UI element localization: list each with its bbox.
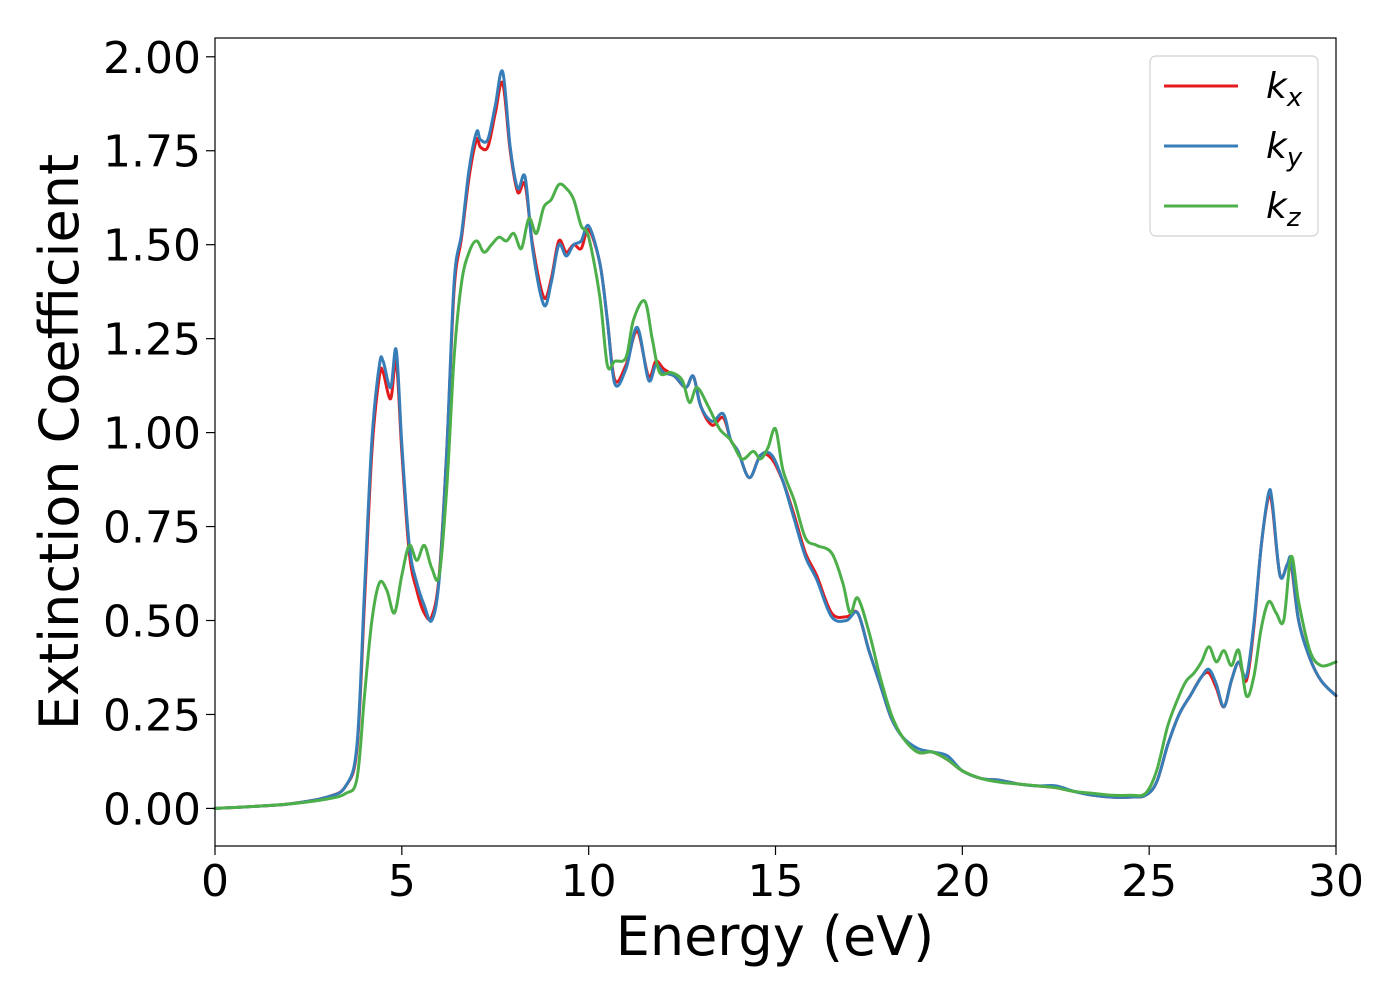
legend-label-z: kz bbox=[1266, 186, 1302, 233]
y-tick-label: 2.00 bbox=[103, 33, 201, 84]
x-tick-label: 25 bbox=[1121, 856, 1177, 907]
x-tick-label: 0 bbox=[201, 856, 229, 907]
y-tick-label: 0.25 bbox=[103, 690, 201, 741]
series-layer bbox=[213, 69, 1338, 810]
legend-label-y: ky bbox=[1266, 126, 1303, 173]
series-line-y bbox=[213, 69, 1338, 810]
x-tick-label: 15 bbox=[748, 856, 804, 907]
x-tick-label: 10 bbox=[561, 856, 617, 907]
y-tick-label: 0.50 bbox=[103, 597, 201, 648]
x-tick-label: 30 bbox=[1308, 856, 1364, 907]
legend: kx ky kz bbox=[1149, 55, 1319, 237]
y-axis-label: Extinction Coefficient bbox=[28, 154, 91, 730]
x-tick-label: 5 bbox=[388, 856, 416, 907]
x-axis-label: Energy (eV) bbox=[616, 905, 935, 968]
y-tick-label: 1.50 bbox=[103, 221, 201, 272]
y-tick-label: 1.25 bbox=[103, 315, 201, 366]
y-tick-label: 0.75 bbox=[103, 503, 201, 554]
y-tick-label: 1.00 bbox=[103, 409, 201, 460]
x-tick-label: 20 bbox=[934, 856, 990, 907]
x-axis: 0 5 10 15 20 25 30 bbox=[201, 846, 1364, 907]
legend-label-x: kx bbox=[1266, 66, 1303, 113]
y-tick-label: 1.75 bbox=[103, 127, 201, 178]
series-line-z bbox=[213, 182, 1338, 810]
y-axis: 0.00 0.25 0.50 0.75 1.00 1.25 1.50 1.75 2.00 bbox=[103, 33, 215, 835]
y-tick-label: 0.00 bbox=[103, 784, 201, 835]
